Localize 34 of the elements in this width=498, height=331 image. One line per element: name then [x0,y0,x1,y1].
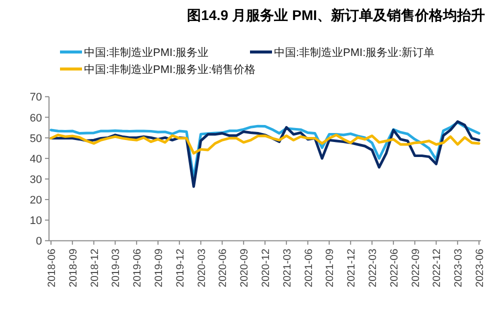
x-tick-label: 2023-03 [452,248,465,288]
line-series [50,134,480,155]
y-tick-label: 10 [30,215,42,228]
x-tick-label: 2021-06 [302,248,315,288]
x-tick-label: 2018-12 [88,248,101,288]
x-tick-label: 2022-06 [388,248,400,288]
x-tick-label: 2019-09 [153,248,165,288]
y-tick-label: 60 [30,112,42,124]
x-tick-label: 2019-03 [110,248,122,288]
x-tick-label: 2020-03 [196,248,208,288]
y-tick-label: 50 [30,132,42,145]
legend-label: 中国:非制造业PMI:服务业:新订单 [274,46,435,59]
x-tick-label: 2019-06 [132,248,144,288]
x-tick-label: 2020-06 [217,248,230,288]
x-tick-label: 2020-09 [238,248,251,288]
x-tick-label: 2022-03 [367,248,379,288]
x-tick-label: 2023-06 [474,248,486,288]
x-tick-label: 2020-12 [260,248,272,288]
y-tick-label: 70 [30,92,42,104]
x-tick-label: 2021-09 [324,248,336,288]
x-tick-label: 2021-03 [281,248,294,288]
x-tick-label: 2018-09 [67,248,80,288]
y-tick-label: 40 [30,153,42,166]
legend-label: 中国:非制造业PMI:服务业 [84,46,209,59]
x-tick-label: 2018-06 [46,248,58,288]
x-tick-label: 2022-12 [431,248,444,288]
x-tick-label: 2021-12 [346,248,358,288]
y-tick-label: 30 [30,174,42,186]
x-tick-label: 2022-09 [410,248,422,288]
y-tick-label: 20 [30,194,42,207]
y-tick-label: 0 [36,236,42,248]
legend-label: 中国:非制造业PMI:服务业:销售价格 [84,63,256,76]
chart-title: 图14.9 月服务业 PMI、新订单及销售价格均抬升 [187,7,485,23]
x-tick-label: 2019-12 [174,248,186,288]
